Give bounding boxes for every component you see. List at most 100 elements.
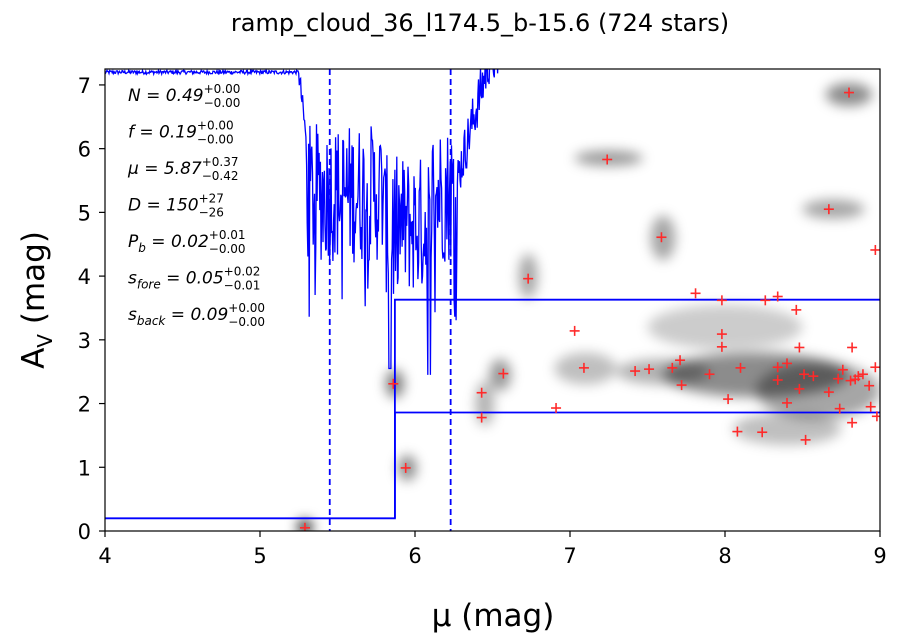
y-axis-label-main: A <box>16 348 52 369</box>
data-point-51 <box>865 401 876 412</box>
data-point-10 <box>602 154 613 165</box>
data-point-39 <box>823 387 834 398</box>
annotation-lhs: D = 150 <box>128 196 199 216</box>
data-point-18 <box>704 369 715 380</box>
data-point-21 <box>716 341 727 352</box>
data-point-24 <box>735 362 746 373</box>
data-point-1 <box>388 378 399 389</box>
annotation-sup: +27 <box>199 192 224 206</box>
axes-layer: 4 5 6 7 8 9 0 1 2 3 4 5 6 7 <box>78 68 887 568</box>
annotation-4: Pb = 0.02+0.01 −0.00 <box>128 228 246 256</box>
annotation-1: f = 0.19+0.00 −0.00 <box>128 119 234 147</box>
data-point-17 <box>690 288 701 299</box>
annotation-lhs-sub: back <box>137 314 167 328</box>
points-layer <box>299 87 880 531</box>
annotation-sub: −0.00 <box>209 242 246 256</box>
data-point-46 <box>847 417 858 428</box>
data-point-34 <box>794 383 805 394</box>
data-point-31 <box>782 397 792 408</box>
data-point-14 <box>667 362 678 373</box>
data-point-8 <box>569 325 580 336</box>
annotation-sup: +0.00 <box>197 119 234 133</box>
data-point-19 <box>716 295 727 306</box>
data-point-11 <box>630 366 641 377</box>
x-axis-label: μ (mag) <box>432 598 555 634</box>
data-point-43 <box>844 87 854 98</box>
density-blob-13 <box>616 358 710 385</box>
y-tick-label-1: 1 <box>78 456 91 480</box>
annotation-lhs: f = 0.19 <box>128 123 197 143</box>
data-point-37 <box>808 371 819 382</box>
data-point-36 <box>800 434 811 445</box>
x-tick-label-0: 4 <box>98 544 111 568</box>
density-blob-12 <box>647 304 803 350</box>
data-point-23 <box>732 426 743 437</box>
data-point-9 <box>578 362 589 373</box>
density-blob-6 <box>574 150 643 166</box>
data-point-42 <box>837 364 848 375</box>
annotation-sub: −0.00 <box>228 315 265 329</box>
y-tick-label-2: 2 <box>78 393 91 417</box>
data-point-4 <box>476 412 487 423</box>
density-blob-3 <box>475 381 495 426</box>
annotation-rhs: = 0.09 <box>165 305 228 325</box>
annotation-lhs-sub: fore <box>137 278 161 292</box>
profile-upper-line <box>105 298 880 520</box>
data-point-32 <box>791 304 802 315</box>
annotation-2: μ = 5.87+0.37 −0.42 <box>127 155 239 183</box>
data-point-27 <box>772 291 783 302</box>
x-tick-label-1: 5 <box>253 544 266 568</box>
data-point-5 <box>498 368 509 379</box>
data-point-12 <box>644 364 655 375</box>
annotation-sub: −0.01 <box>224 279 261 293</box>
annotation-sub: −0.42 <box>202 169 239 183</box>
annotation-sup: +0.02 <box>224 265 261 279</box>
density-blob-15 <box>732 413 842 445</box>
data-point-53 <box>870 362 880 373</box>
annotation-lhs: s <box>128 269 137 289</box>
annotation-sub: −26 <box>199 206 224 220</box>
annotation-sub: −0.00 <box>204 96 241 110</box>
annotation-6: sback = 0.09+0.00 −0.00 <box>128 301 265 329</box>
data-point-20 <box>716 329 727 340</box>
annotation-block: N = 0.49+0.00 −0.00f = 0.19+0.00 −0.00μ = … <box>127 82 265 329</box>
y-tick-label-4: 4 <box>78 265 91 289</box>
x-tick-label-3: 7 <box>563 544 576 568</box>
annotation-lhs: P <box>128 232 139 252</box>
annotation-sup: +0.00 <box>228 301 265 315</box>
data-point-0 <box>299 522 310 531</box>
density-group <box>297 83 880 531</box>
data-point-41 <box>834 403 845 414</box>
data-point-28 <box>772 362 783 373</box>
y-tick-label-0: 0 <box>78 520 91 544</box>
data-point-35 <box>799 369 810 380</box>
data-point-25 <box>757 427 768 438</box>
plot-frame <box>104 68 881 532</box>
chain-trace-line <box>105 69 499 375</box>
data-point-30 <box>782 358 792 369</box>
lines-layer <box>105 69 880 531</box>
data-point-29 <box>772 374 783 385</box>
density-blob-11 <box>756 362 880 420</box>
data-point-48 <box>853 371 864 382</box>
data-point-26 <box>760 295 771 306</box>
annotation-lhs: μ = 5.87 <box>127 159 202 179</box>
annotation-rhs: = 0.02 <box>146 232 209 252</box>
y-tick-label-5: 5 <box>78 201 91 225</box>
y-tick-label-7: 7 <box>78 74 91 98</box>
data-point-54 <box>871 411 880 422</box>
annotation-sub: −0.00 <box>197 133 234 147</box>
annotation-lhs-sub: b <box>138 241 146 255</box>
annotation-5: sfore = 0.05+0.02 −0.01 <box>128 265 260 293</box>
y-axis-label: AV (mag) <box>16 231 57 369</box>
x-tick-label-5: 9 <box>873 544 886 568</box>
density-blob-4 <box>489 358 512 391</box>
y-tick-label-3: 3 <box>78 329 91 353</box>
annotation-lhs: N = 0.49 <box>128 86 204 106</box>
data-point-49 <box>857 369 868 380</box>
annotation-sup: +0.01 <box>209 228 246 242</box>
data-point-2 <box>400 462 411 473</box>
annotation-rhs: = 0.05 <box>161 269 224 289</box>
annotation-0: N = 0.49+0.00 −0.00 <box>128 82 240 110</box>
data-point-52 <box>870 244 880 255</box>
